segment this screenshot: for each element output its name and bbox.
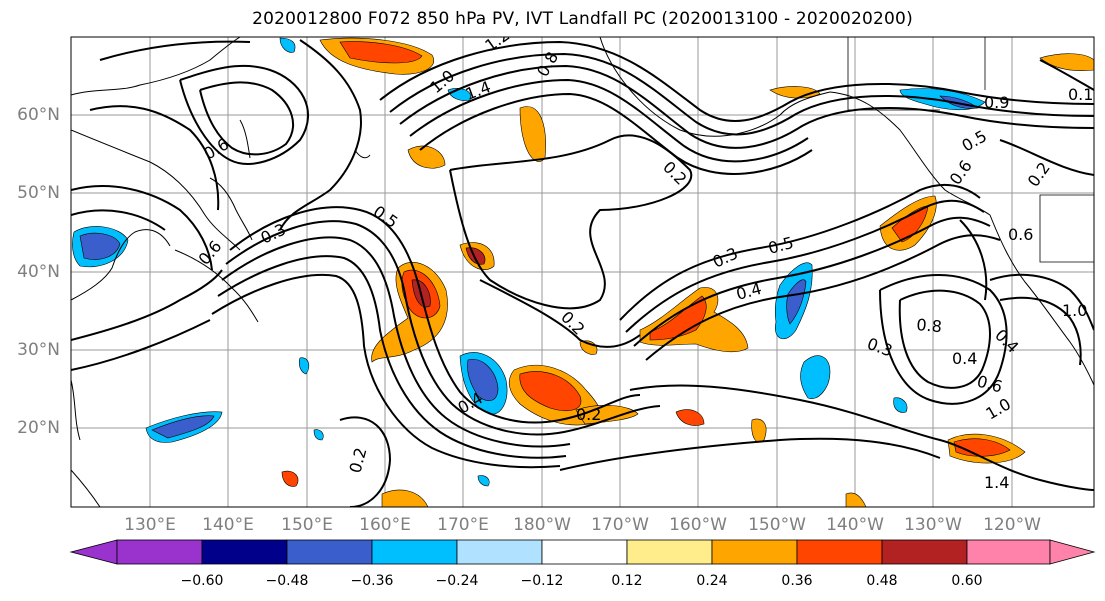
contour-label: 0.6 — [195, 237, 226, 269]
colorbar-tick-label: −0.36 — [350, 573, 394, 589]
contour-label: 0.2 — [557, 307, 588, 338]
coastlines — [71, 37, 1094, 507]
contour-label: 0.6 — [946, 157, 976, 189]
contour-label: 1.4 — [984, 473, 1009, 492]
colorbar-tick-label: −0.48 — [265, 573, 309, 589]
contour-label: 0.5 — [766, 233, 796, 258]
colorbar-segment — [626, 539, 713, 565]
contour-lines — [71, 39, 1094, 507]
contour-label: 0.4 — [952, 349, 977, 368]
lon-label: 120°W — [983, 515, 1041, 535]
graticule — [71, 37, 1094, 507]
colorbar-segment — [796, 539, 883, 565]
colorbar-tick-label: −0.60 — [180, 573, 224, 589]
pv-blob — [477, 475, 490, 487]
lon-label: 150°W — [748, 515, 806, 535]
lon-label: 180°W — [513, 515, 571, 535]
pv-blob — [1039, 53, 1094, 71]
pv-blob — [281, 470, 299, 487]
lon-label: 160°W — [669, 515, 727, 535]
contour-label: 0.2 — [1024, 159, 1054, 191]
contour-label: 0.2 — [346, 446, 371, 476]
lon-label: 170°E — [437, 515, 489, 535]
colorbar-segment — [201, 539, 288, 565]
contour-label: 0.6 — [1008, 225, 1033, 244]
colorbar-segment — [286, 539, 373, 565]
pv-blob — [313, 429, 324, 441]
colorbar-tick-label: −0.12 — [520, 573, 564, 589]
contour-label: 0.2 — [576, 405, 601, 424]
colorbar-arrow-right — [1049, 539, 1096, 565]
pv-blob — [519, 371, 582, 411]
pv-blob — [893, 397, 908, 413]
colorbar-tick-label: 0.48 — [866, 573, 898, 589]
contour-label: 1.0 — [983, 394, 1015, 423]
contour-label: 0.4 — [991, 325, 1022, 356]
pv-blob — [751, 418, 767, 443]
pv-blob — [79, 232, 121, 260]
colorbar-segment — [371, 539, 458, 565]
pv-blob — [151, 415, 215, 439]
colorbar-tick-label: 0.60 — [951, 573, 983, 589]
colorbar-tick-label: −0.24 — [435, 573, 479, 589]
contour-label: 1.0 — [1062, 301, 1087, 320]
pv-blob — [649, 295, 707, 341]
colorbar-arrow-left — [69, 539, 118, 565]
colorbar-segment — [966, 539, 1051, 565]
map-frame — [70, 36, 1095, 508]
contour-label: 0.6 — [975, 372, 1005, 397]
contour-label: 0.5 — [959, 126, 991, 155]
pv-blob — [800, 355, 831, 399]
contour-label: 0.8 — [916, 315, 943, 336]
contour-label: 1.4 — [463, 77, 493, 104]
map-title: 2020012800 F072 850 hPa PV, IVT Landfall… — [252, 9, 913, 29]
pv-blob — [845, 492, 867, 507]
lat-label: 20°N — [17, 418, 60, 438]
contour-label: 0.9 — [984, 93, 1009, 112]
lon-label: 170°W — [591, 515, 649, 535]
contour-label: 0.3 — [710, 244, 741, 272]
lon-label: 140°E — [202, 515, 254, 535]
pv-blob — [407, 145, 446, 169]
pv-blob — [339, 41, 423, 64]
pv-blob — [465, 247, 486, 265]
lat-label: 60°N — [17, 105, 60, 125]
contour-label: 0.1 — [1068, 85, 1093, 104]
colorbar-tick-label: 0.12 — [611, 573, 643, 589]
pv-blob — [953, 438, 1011, 457]
colorbar-tick-label: 0.36 — [781, 573, 813, 589]
map-panel: 1.2 1.0 1.4 0.8 0.6 0.2 0.3 0.5 0.6 0.2 … — [71, 37, 1094, 507]
lon-label: 160°E — [359, 515, 411, 535]
contour-label: 0.5 — [370, 202, 402, 232]
colorbar-segment — [541, 539, 628, 565]
lon-label: 140°W — [826, 515, 884, 535]
pv-blob — [467, 359, 499, 401]
pv-blob — [786, 279, 807, 325]
lon-label: 150°E — [281, 515, 333, 535]
colorbar — [69, 539, 1096, 565]
lat-label: 50°N — [17, 183, 60, 203]
colorbar-tick-label: 0.24 — [696, 573, 728, 589]
colorbar-segment — [116, 539, 203, 565]
pv-blob — [279, 37, 296, 53]
colorbar-segment — [711, 539, 798, 565]
pv-blob — [675, 409, 705, 426]
lat-label: 40°N — [17, 262, 60, 282]
lon-label: 130°W — [904, 515, 962, 535]
colorbar-segment — [456, 539, 543, 565]
lat-label: 30°N — [17, 340, 60, 360]
colorbar-segment — [881, 539, 968, 565]
lon-label: 130°E — [124, 515, 176, 535]
pv-blob — [298, 357, 310, 375]
pv-blob — [381, 489, 429, 507]
